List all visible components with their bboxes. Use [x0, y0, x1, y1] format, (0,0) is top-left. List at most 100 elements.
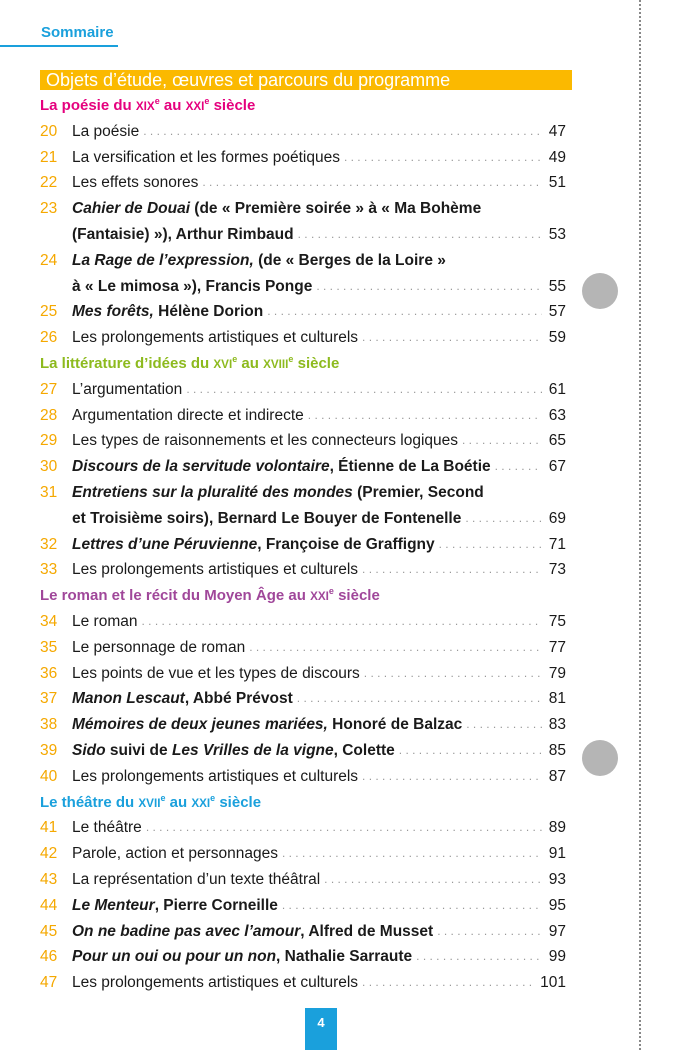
- toc-entry[interactable]: 30 Discours de la servitude volontaire, É…: [40, 454, 566, 480]
- toc-entry[interactable]: 23 Cahier de Douai (de « Première soirée …: [40, 196, 566, 222]
- entry-title: Manon Lescaut, Abbé Prévost: [72, 686, 293, 712]
- text-segment: La Rage de l’expression,: [72, 251, 254, 269]
- page-edge-marker: [582, 740, 618, 776]
- toc-entry[interactable]: 32 Lettres d’une Péruvienne, Françoise de…: [40, 532, 566, 558]
- text-segment: siècle: [209, 97, 256, 114]
- toc-entry[interactable]: 25 Mes forêts, Hélène Dorion 57: [40, 299, 566, 325]
- dot-leader: [437, 919, 542, 945]
- text-segment: La poésie du: [40, 97, 136, 114]
- entry-page: 83: [548, 716, 566, 734]
- toc-entry[interactable]: 44 Le Menteur, Pierre Corneille 95: [40, 893, 566, 919]
- dot-leader: [249, 635, 542, 661]
- text-segment: Le roman et le récit du Moyen Âge au: [40, 587, 311, 605]
- text-segment: Les points de vue et les types de discou…: [72, 664, 360, 682]
- entry-title: La Rage de l’expression, (de « Berges de…: [72, 248, 446, 274]
- text-segment: e: [160, 792, 166, 803]
- entry-page: 101: [540, 974, 566, 992]
- toc-entry[interactable]: 27 L’argumentation 61: [40, 377, 566, 403]
- toc-entry[interactable]: 46 Pour un oui ou pour un non, Nathalie S…: [40, 944, 566, 970]
- toc-entry[interactable]: (Fantaisie) »), Arthur Rimbaud 53: [40, 222, 566, 248]
- entry-title: L’argumentation: [72, 377, 182, 403]
- entry-title: Pour un oui ou pour un non, Nathalie Sar…: [72, 944, 412, 970]
- entry-number: 34: [40, 612, 58, 630]
- text-segment: , Nathalie Sarraute: [276, 948, 413, 966]
- entry-page: 81: [548, 690, 566, 708]
- dot-leader: [364, 661, 542, 687]
- text-segment: Les prolongements artistiques et culture…: [72, 561, 359, 579]
- entry-title: et Troisième soirs), Bernard Le Bouyer d…: [72, 506, 461, 532]
- entry-title: Sido suivi de Les Vrilles de la vigne, C…: [72, 738, 395, 764]
- dot-leader: [316, 274, 542, 300]
- toc-entry[interactable]: 38 Mémoires de deux jeunes mariées, Honor…: [40, 712, 566, 738]
- entry-page: 87: [548, 767, 566, 785]
- toc-entry[interactable]: 20 La poésie 47: [40, 119, 566, 145]
- dot-leader: [362, 970, 536, 996]
- dot-leader: [495, 454, 542, 480]
- text-segment: e: [210, 792, 216, 803]
- toc-entry[interactable]: 43 La représentation d’un texte théâtral 9…: [40, 867, 566, 893]
- toc-entry[interactable]: 21 La versification et les formes poétiqu…: [40, 145, 566, 171]
- dot-leader: [141, 609, 542, 635]
- toc-entry[interactable]: à « Le mimosa »), Francis Ponge 55: [40, 274, 566, 300]
- toc-entry[interactable]: 45 On ne badine pas avec l’amour, Alfred …: [40, 919, 566, 945]
- entry-page: 77: [548, 638, 566, 656]
- toc-entry[interactable]: 47 Les prolongements artistiques et cultu…: [40, 970, 566, 996]
- toc-entry[interactable]: 34 Le roman 75: [40, 609, 566, 635]
- dot-leader: [362, 557, 542, 583]
- entry-number: 45: [40, 922, 58, 940]
- entry-number: 40: [40, 767, 58, 785]
- toc-entry[interactable]: 37 Manon Lescaut, Abbé Prévost 81: [40, 686, 566, 712]
- entry-page: 73: [548, 561, 566, 579]
- text-segment: e: [232, 353, 238, 364]
- entry-title: Le Menteur, Pierre Corneille: [72, 893, 278, 919]
- text-segment: , Abbé Prévost: [184, 690, 293, 708]
- dot-leader: [267, 299, 542, 325]
- entry-title: à « Le mimosa »), Francis Ponge: [72, 274, 312, 300]
- entry-number: 27: [40, 380, 58, 398]
- entry-title: Les prolongements artistiques et culture…: [72, 557, 358, 583]
- text-segment: Les prolongements artistiques et culture…: [72, 767, 359, 785]
- toc-entry[interactable]: 39 Sido suivi de Les Vrilles de la vigne,…: [40, 738, 566, 764]
- entry-title: La représentation d’un texte théâtral: [72, 867, 320, 893]
- entry-page: 61: [548, 380, 566, 398]
- text-segment: (Fantaisie) »), Arthur Rimbaud: [72, 225, 294, 243]
- margin-dotted-line: [639, 0, 641, 1050]
- entry-title: Le théâtre: [72, 815, 142, 841]
- dot-leader: [282, 841, 542, 867]
- entry-number: 46: [40, 948, 58, 966]
- entry-number: 35: [40, 638, 58, 656]
- entry-page: 67: [548, 458, 566, 476]
- text-segment: Les prolongements artistiques et culture…: [72, 329, 359, 347]
- entry-title: Argumentation directe et indirecte: [72, 403, 304, 429]
- toc-entry[interactable]: 31 Entretiens sur la pluralité des mondes…: [40, 480, 566, 506]
- entry-title: Le personnage de roman: [72, 635, 245, 661]
- toc-entry[interactable]: 35 Le personnage de roman 77: [40, 635, 566, 661]
- entry-title: Les points de vue et les types de discou…: [72, 661, 360, 687]
- toc-entry[interactable]: et Troisième soirs), Bernard Le Bouyer d…: [40, 506, 566, 532]
- toc-entry[interactable]: 41 Le théâtre 89: [40, 815, 566, 841]
- table-of-contents: La poésie du XIXe au XXIe siècle 20 La poé…: [40, 93, 566, 996]
- dot-leader: [462, 428, 542, 454]
- text-segment: à « Le mimosa »), Francis Ponge: [72, 277, 313, 295]
- toc-entry[interactable]: 29 Les types de raisonnements et les conn…: [40, 428, 566, 454]
- text-segment: Mes forêts,: [72, 303, 154, 321]
- text-segment: siècle: [333, 587, 380, 605]
- title-underline: [0, 45, 118, 47]
- toc-entry[interactable]: 36 Les points de vue et les types de disc…: [40, 661, 566, 687]
- toc-entry[interactable]: 24 La Rage de l’expression, (de « Berges …: [40, 248, 566, 274]
- toc-entry[interactable]: 26 Les prolongements artistiques et cultu…: [40, 325, 566, 351]
- toc-entry[interactable]: 40 Les prolongements artistiques et cultu…: [40, 764, 566, 790]
- page-number: 4: [305, 1008, 337, 1050]
- toc-entry[interactable]: 42 Parole, action et personnages 91: [40, 841, 566, 867]
- entry-title: Les prolongements artistiques et culture…: [72, 970, 358, 996]
- entry-number: 44: [40, 896, 58, 914]
- text-segment: Discours de la servitude volontaire: [72, 458, 330, 476]
- entry-page: 49: [548, 148, 566, 166]
- section-heading: La littérature d’idées du XVIe au XVIIIe…: [40, 351, 566, 377]
- toc-entry[interactable]: 28 Argumentation directe et indirecte 63: [40, 403, 566, 429]
- toc-entry[interactable]: 33 Les prolongements artistiques et cultu…: [40, 557, 566, 583]
- dot-leader: [439, 532, 542, 558]
- dot-leader: [465, 506, 542, 532]
- toc-entry[interactable]: 22 Les effets sonores 51: [40, 170, 566, 196]
- entry-page: 69: [548, 509, 566, 527]
